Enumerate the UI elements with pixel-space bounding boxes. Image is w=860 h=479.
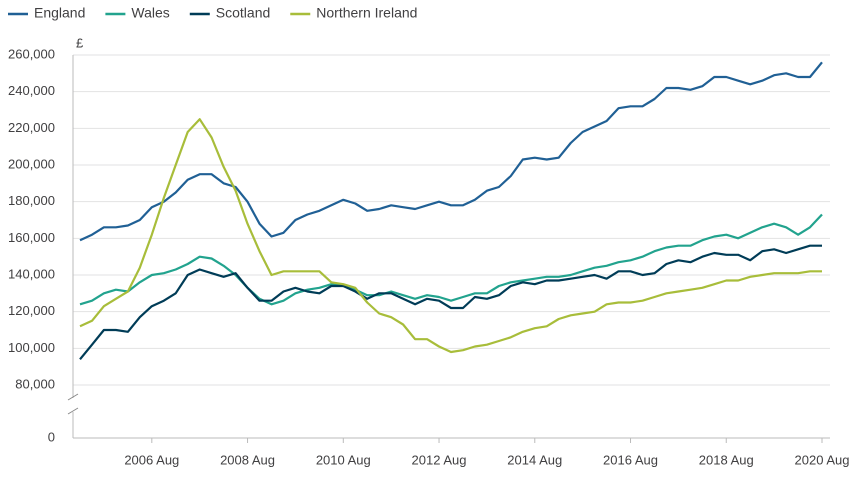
axis-break — [67, 407, 79, 415]
y-unit: £ — [76, 35, 84, 50]
y-tick-label: 160,000 — [8, 230, 55, 245]
y-tick-label: 120,000 — [8, 303, 55, 318]
x-tick-label: 2008 Aug — [220, 452, 275, 467]
y-tick-label: 200,000 — [8, 156, 55, 171]
x-tick-label: 2014 Aug — [507, 452, 562, 467]
legend-label: Scotland — [216, 5, 270, 21]
x-tick-label: 2020 Aug — [795, 452, 850, 467]
y-tick-label: 220,000 — [8, 120, 55, 135]
legend-label: Wales — [131, 5, 169, 21]
series-line — [79, 118, 822, 354]
x-tick-label: 2010 Aug — [316, 452, 371, 467]
series-line — [79, 244, 822, 360]
y-tick-label: 140,000 — [8, 266, 55, 281]
series-line — [79, 213, 823, 306]
y-tick-label: 80,000 — [15, 376, 55, 391]
x-tick-label: 2006 Aug — [124, 452, 179, 467]
legend-label: England — [34, 5, 85, 21]
y-tick-label: 240,000 — [8, 83, 55, 98]
x-tick-label: 2016 Aug — [603, 452, 658, 467]
y-tick-label: 260,000 — [8, 46, 55, 61]
x-tick-label: 2012 Aug — [412, 452, 467, 467]
y-tick-label: 100,000 — [8, 340, 55, 355]
legend-label: Northern Ireland — [316, 5, 417, 21]
series-line — [79, 61, 823, 242]
axis-break — [67, 393, 79, 401]
y-tick-label: 180,000 — [8, 193, 55, 208]
x-tick-label: 2018 Aug — [699, 452, 754, 467]
y-tick-label: 0 — [48, 429, 55, 444]
